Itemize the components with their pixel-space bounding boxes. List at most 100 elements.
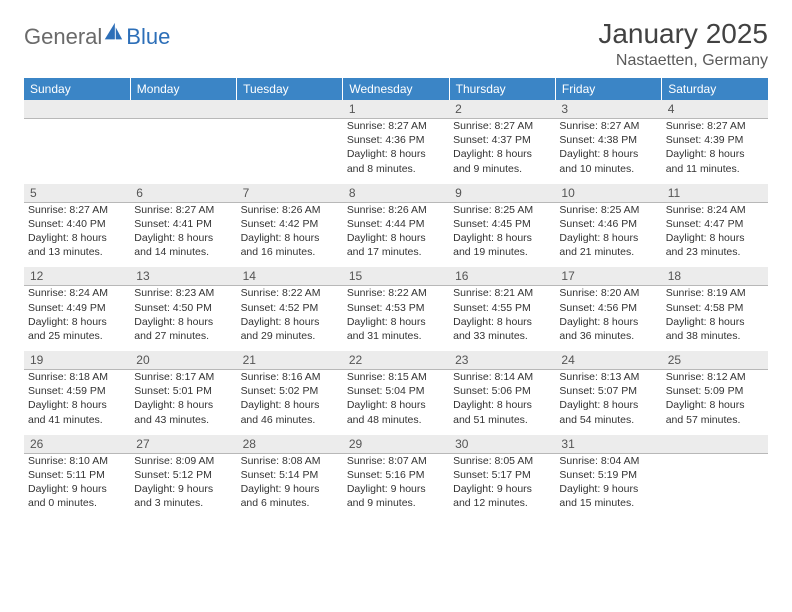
sunrise-line: Sunrise: 8:26 AM	[347, 203, 445, 217]
sunset-line: Sunset: 5:16 PM	[347, 468, 445, 482]
daylight-line: and 19 minutes.	[453, 245, 551, 259]
daylight-line: and 25 minutes.	[28, 329, 126, 343]
day-detail-cell: Sunrise: 8:27 AMSunset: 4:37 PMDaylight:…	[449, 119, 555, 184]
sunrise-line: Sunrise: 8:10 AM	[28, 454, 126, 468]
daylight-line: Daylight: 8 hours	[134, 231, 232, 245]
daylight-line: and 3 minutes.	[134, 496, 232, 510]
calendar-page: General Blue January 2025 Nastaetten, Ge…	[0, 0, 792, 536]
sunset-line: Sunset: 4:47 PM	[666, 217, 764, 231]
logo: General Blue	[24, 18, 170, 50]
sunset-line: Sunset: 5:07 PM	[559, 384, 657, 398]
daylight-line: and 13 minutes.	[28, 245, 126, 259]
daylight-line: Daylight: 8 hours	[347, 231, 445, 245]
day-number-row: 567891011	[24, 184, 768, 203]
day-number: 26	[30, 437, 43, 451]
logo-text-general: General	[24, 24, 102, 50]
sunset-line: Sunset: 4:44 PM	[347, 217, 445, 231]
daylight-line: Daylight: 9 hours	[559, 482, 657, 496]
sunset-line: Sunset: 5:19 PM	[559, 468, 657, 482]
day-number: 22	[349, 353, 362, 367]
daylight-line: and 6 minutes.	[241, 496, 339, 510]
sunset-line: Sunset: 5:12 PM	[134, 468, 232, 482]
sunset-line: Sunset: 5:09 PM	[666, 384, 764, 398]
sunrise-line: Sunrise: 8:09 AM	[134, 454, 232, 468]
daylight-line: and 41 minutes.	[28, 413, 126, 427]
day-header: Sunday	[24, 78, 130, 100]
day-number: 1	[349, 102, 356, 116]
day-number-cell	[130, 100, 236, 119]
sunrise-line: Sunrise: 8:27 AM	[666, 119, 764, 133]
day-number-cell: 27	[130, 435, 236, 454]
daylight-line: Daylight: 8 hours	[666, 398, 764, 412]
day-detail-cell	[130, 119, 236, 184]
logo-text-blue: Blue	[126, 24, 170, 50]
day-number: 9	[455, 186, 462, 200]
day-detail-cell: Sunrise: 8:23 AMSunset: 4:50 PMDaylight:…	[130, 286, 236, 351]
sunset-line: Sunset: 4:55 PM	[453, 301, 551, 315]
week-detail-row: Sunrise: 8:27 AMSunset: 4:36 PMDaylight:…	[24, 119, 768, 184]
day-number-cell: 12	[24, 267, 130, 286]
day-number: 30	[455, 437, 468, 451]
day-detail-cell: Sunrise: 8:25 AMSunset: 4:45 PMDaylight:…	[449, 202, 555, 267]
daylight-line: Daylight: 8 hours	[666, 315, 764, 329]
day-number: 19	[30, 353, 43, 367]
day-number-cell: 1	[343, 100, 449, 119]
daylight-line: Daylight: 8 hours	[28, 231, 126, 245]
day-header: Thursday	[449, 78, 555, 100]
daylight-line: and 57 minutes.	[666, 413, 764, 427]
day-number-cell: 13	[130, 267, 236, 286]
day-number-cell	[662, 435, 768, 454]
daylight-line: and 0 minutes.	[28, 496, 126, 510]
day-number: 8	[349, 186, 356, 200]
month-title: January 2025	[598, 18, 768, 50]
day-number-cell: 25	[662, 351, 768, 370]
day-detail-cell: Sunrise: 8:26 AMSunset: 4:42 PMDaylight:…	[237, 202, 343, 267]
day-header: Friday	[555, 78, 661, 100]
day-number-cell: 24	[555, 351, 661, 370]
day-number: 24	[561, 353, 574, 367]
day-number: 11	[668, 186, 680, 200]
day-number: 5	[30, 186, 37, 200]
day-number: 12	[30, 269, 43, 283]
sunrise-line: Sunrise: 8:13 AM	[559, 370, 657, 384]
day-detail-cell: Sunrise: 8:24 AMSunset: 4:47 PMDaylight:…	[662, 202, 768, 267]
day-detail-cell: Sunrise: 8:22 AMSunset: 4:53 PMDaylight:…	[343, 286, 449, 351]
day-detail-cell: Sunrise: 8:15 AMSunset: 5:04 PMDaylight:…	[343, 370, 449, 435]
sunrise-line: Sunrise: 8:22 AM	[241, 286, 339, 300]
day-detail-cell: Sunrise: 8:27 AMSunset: 4:36 PMDaylight:…	[343, 119, 449, 184]
sunset-line: Sunset: 5:11 PM	[28, 468, 126, 482]
daylight-line: Daylight: 8 hours	[453, 147, 551, 161]
week-detail-row: Sunrise: 8:18 AMSunset: 4:59 PMDaylight:…	[24, 370, 768, 435]
day-detail-cell: Sunrise: 8:18 AMSunset: 4:59 PMDaylight:…	[24, 370, 130, 435]
location-label: Nastaetten, Germany	[598, 52, 768, 70]
sunrise-line: Sunrise: 8:05 AM	[453, 454, 551, 468]
title-block: January 2025 Nastaetten, Germany	[598, 18, 768, 70]
day-detail-cell: Sunrise: 8:22 AMSunset: 4:52 PMDaylight:…	[237, 286, 343, 351]
day-header: Monday	[130, 78, 236, 100]
daylight-line: Daylight: 8 hours	[559, 231, 657, 245]
day-number: 25	[668, 353, 681, 367]
day-number: 18	[668, 269, 681, 283]
daylight-line: and 54 minutes.	[559, 413, 657, 427]
daylight-line: Daylight: 9 hours	[453, 482, 551, 496]
daylight-line: Daylight: 8 hours	[453, 315, 551, 329]
sunrise-line: Sunrise: 8:25 AM	[559, 203, 657, 217]
daylight-line: and 27 minutes.	[134, 329, 232, 343]
daylight-line: Daylight: 9 hours	[347, 482, 445, 496]
page-header: General Blue January 2025 Nastaetten, Ge…	[24, 18, 768, 70]
sunrise-line: Sunrise: 8:14 AM	[453, 370, 551, 384]
sunset-line: Sunset: 5:06 PM	[453, 384, 551, 398]
day-number: 20	[136, 353, 149, 367]
day-number: 3	[561, 102, 568, 116]
sunset-line: Sunset: 4:49 PM	[28, 301, 126, 315]
sunrise-line: Sunrise: 8:24 AM	[666, 203, 764, 217]
day-detail-cell: Sunrise: 8:08 AMSunset: 5:14 PMDaylight:…	[237, 453, 343, 518]
sunrise-line: Sunrise: 8:16 AM	[241, 370, 339, 384]
daylight-line: Daylight: 8 hours	[28, 398, 126, 412]
sunset-line: Sunset: 4:40 PM	[28, 217, 126, 231]
day-detail-cell: Sunrise: 8:14 AMSunset: 5:06 PMDaylight:…	[449, 370, 555, 435]
day-detail-cell: Sunrise: 8:27 AMSunset: 4:39 PMDaylight:…	[662, 119, 768, 184]
day-number-cell: 3	[555, 100, 661, 119]
day-number: 28	[243, 437, 256, 451]
daylight-line: and 36 minutes.	[559, 329, 657, 343]
